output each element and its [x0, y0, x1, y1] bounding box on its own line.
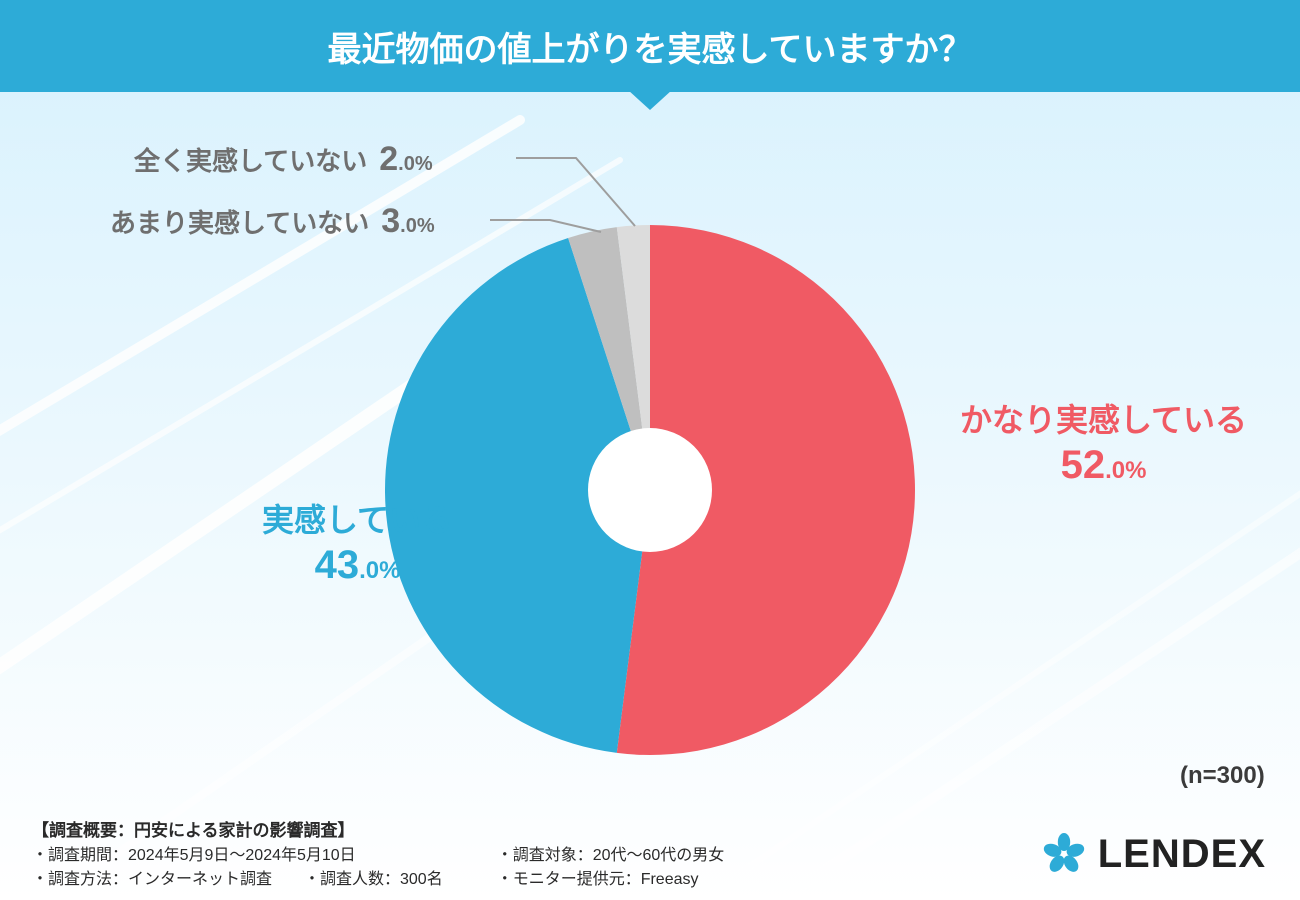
logo-text: LENDEX — [1098, 832, 1266, 877]
sample-size: (n=300) — [1180, 762, 1265, 790]
footer-row: ・調査対象：20代〜60代の男女 — [497, 841, 725, 865]
slice-label-strong: かなり実感している52.0% — [960, 400, 1247, 490]
page: 最近物価の値上がりを実感していますか？ かなり実感している52.0%実感している… — [0, 0, 1300, 900]
leader-none — [516, 158, 635, 226]
footer-col-right: ・調査対象：20代〜60代の男女・モニター提供元：Freeasy — [497, 841, 725, 889]
footer-col-left: ・調査期間：2024年5月9日〜2024年5月10日・調査方法：インターネット調… — [32, 841, 443, 889]
leader-little — [490, 220, 601, 232]
leader-label-little: あまり実感していない3.0% — [110, 202, 435, 241]
footer-row: ・モニター提供元：Freeasy — [497, 865, 725, 889]
leader-label-none: 全く実感していない2.0% — [134, 140, 433, 179]
brand-logo: LENDEX — [1040, 830, 1266, 878]
slice-label-some: 実感している43.0% — [262, 500, 453, 590]
donut-hole — [588, 428, 712, 552]
footer-row: ・調査期間：2024年5月9日〜2024年5月10日 — [32, 841, 443, 865]
footer-row: ・調査方法：インターネット調査 ・調査人数：300名 — [32, 865, 443, 889]
logo-icon — [1040, 830, 1088, 878]
